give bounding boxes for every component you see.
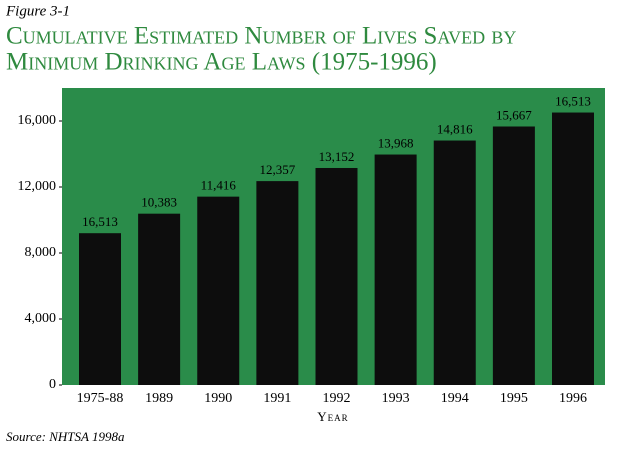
x-tick-label: 1991 [263,391,291,406]
bar-label: 16,513 [555,94,591,109]
bar-label: 10,383 [141,195,177,210]
x-tick-label: 1975-88 [77,391,124,406]
bar [315,167,358,385]
bar [256,181,299,385]
bar [492,126,535,385]
bar [138,213,181,385]
figure-label: Figure 3-1 [5,3,70,19]
bar-label: 11,416 [201,178,237,193]
x-tick-label: 1996 [559,391,587,406]
bar-label: 15,667 [496,107,532,122]
y-tick-label: 16,000 [18,113,57,128]
chart-title: Cumulative Estimated Number of Lives Sav… [6,23,516,50]
x-tick-label: 1993 [382,391,410,406]
y-tick-label: 0 [49,377,56,392]
x-axis-label: Year [317,409,348,424]
bar-label: 13,968 [378,136,414,151]
bar-label: 12,357 [260,162,296,177]
bar-label: 14,816 [437,122,473,137]
bar [79,233,121,385]
bar-label: 16,513 [82,214,118,229]
bar [197,196,240,385]
chart-title: Minimum Drinking Age Laws (1975-1996) [6,49,437,76]
bar [552,112,594,386]
x-tick-label: 1995 [500,391,528,406]
x-tick-label: 1994 [441,391,469,406]
source: Source: NHTSA 1998a [6,429,125,444]
bar [374,154,417,385]
x-tick-label: 1989 [145,391,173,406]
y-tick-label: 8,000 [25,245,57,260]
y-tick-label: 12,000 [18,179,57,194]
bar-label: 13,152 [319,149,355,164]
y-tick-label: 4,000 [25,311,57,326]
x-tick-label: 1990 [204,391,232,406]
x-tick-label: 1992 [323,391,351,406]
bar [433,140,476,385]
